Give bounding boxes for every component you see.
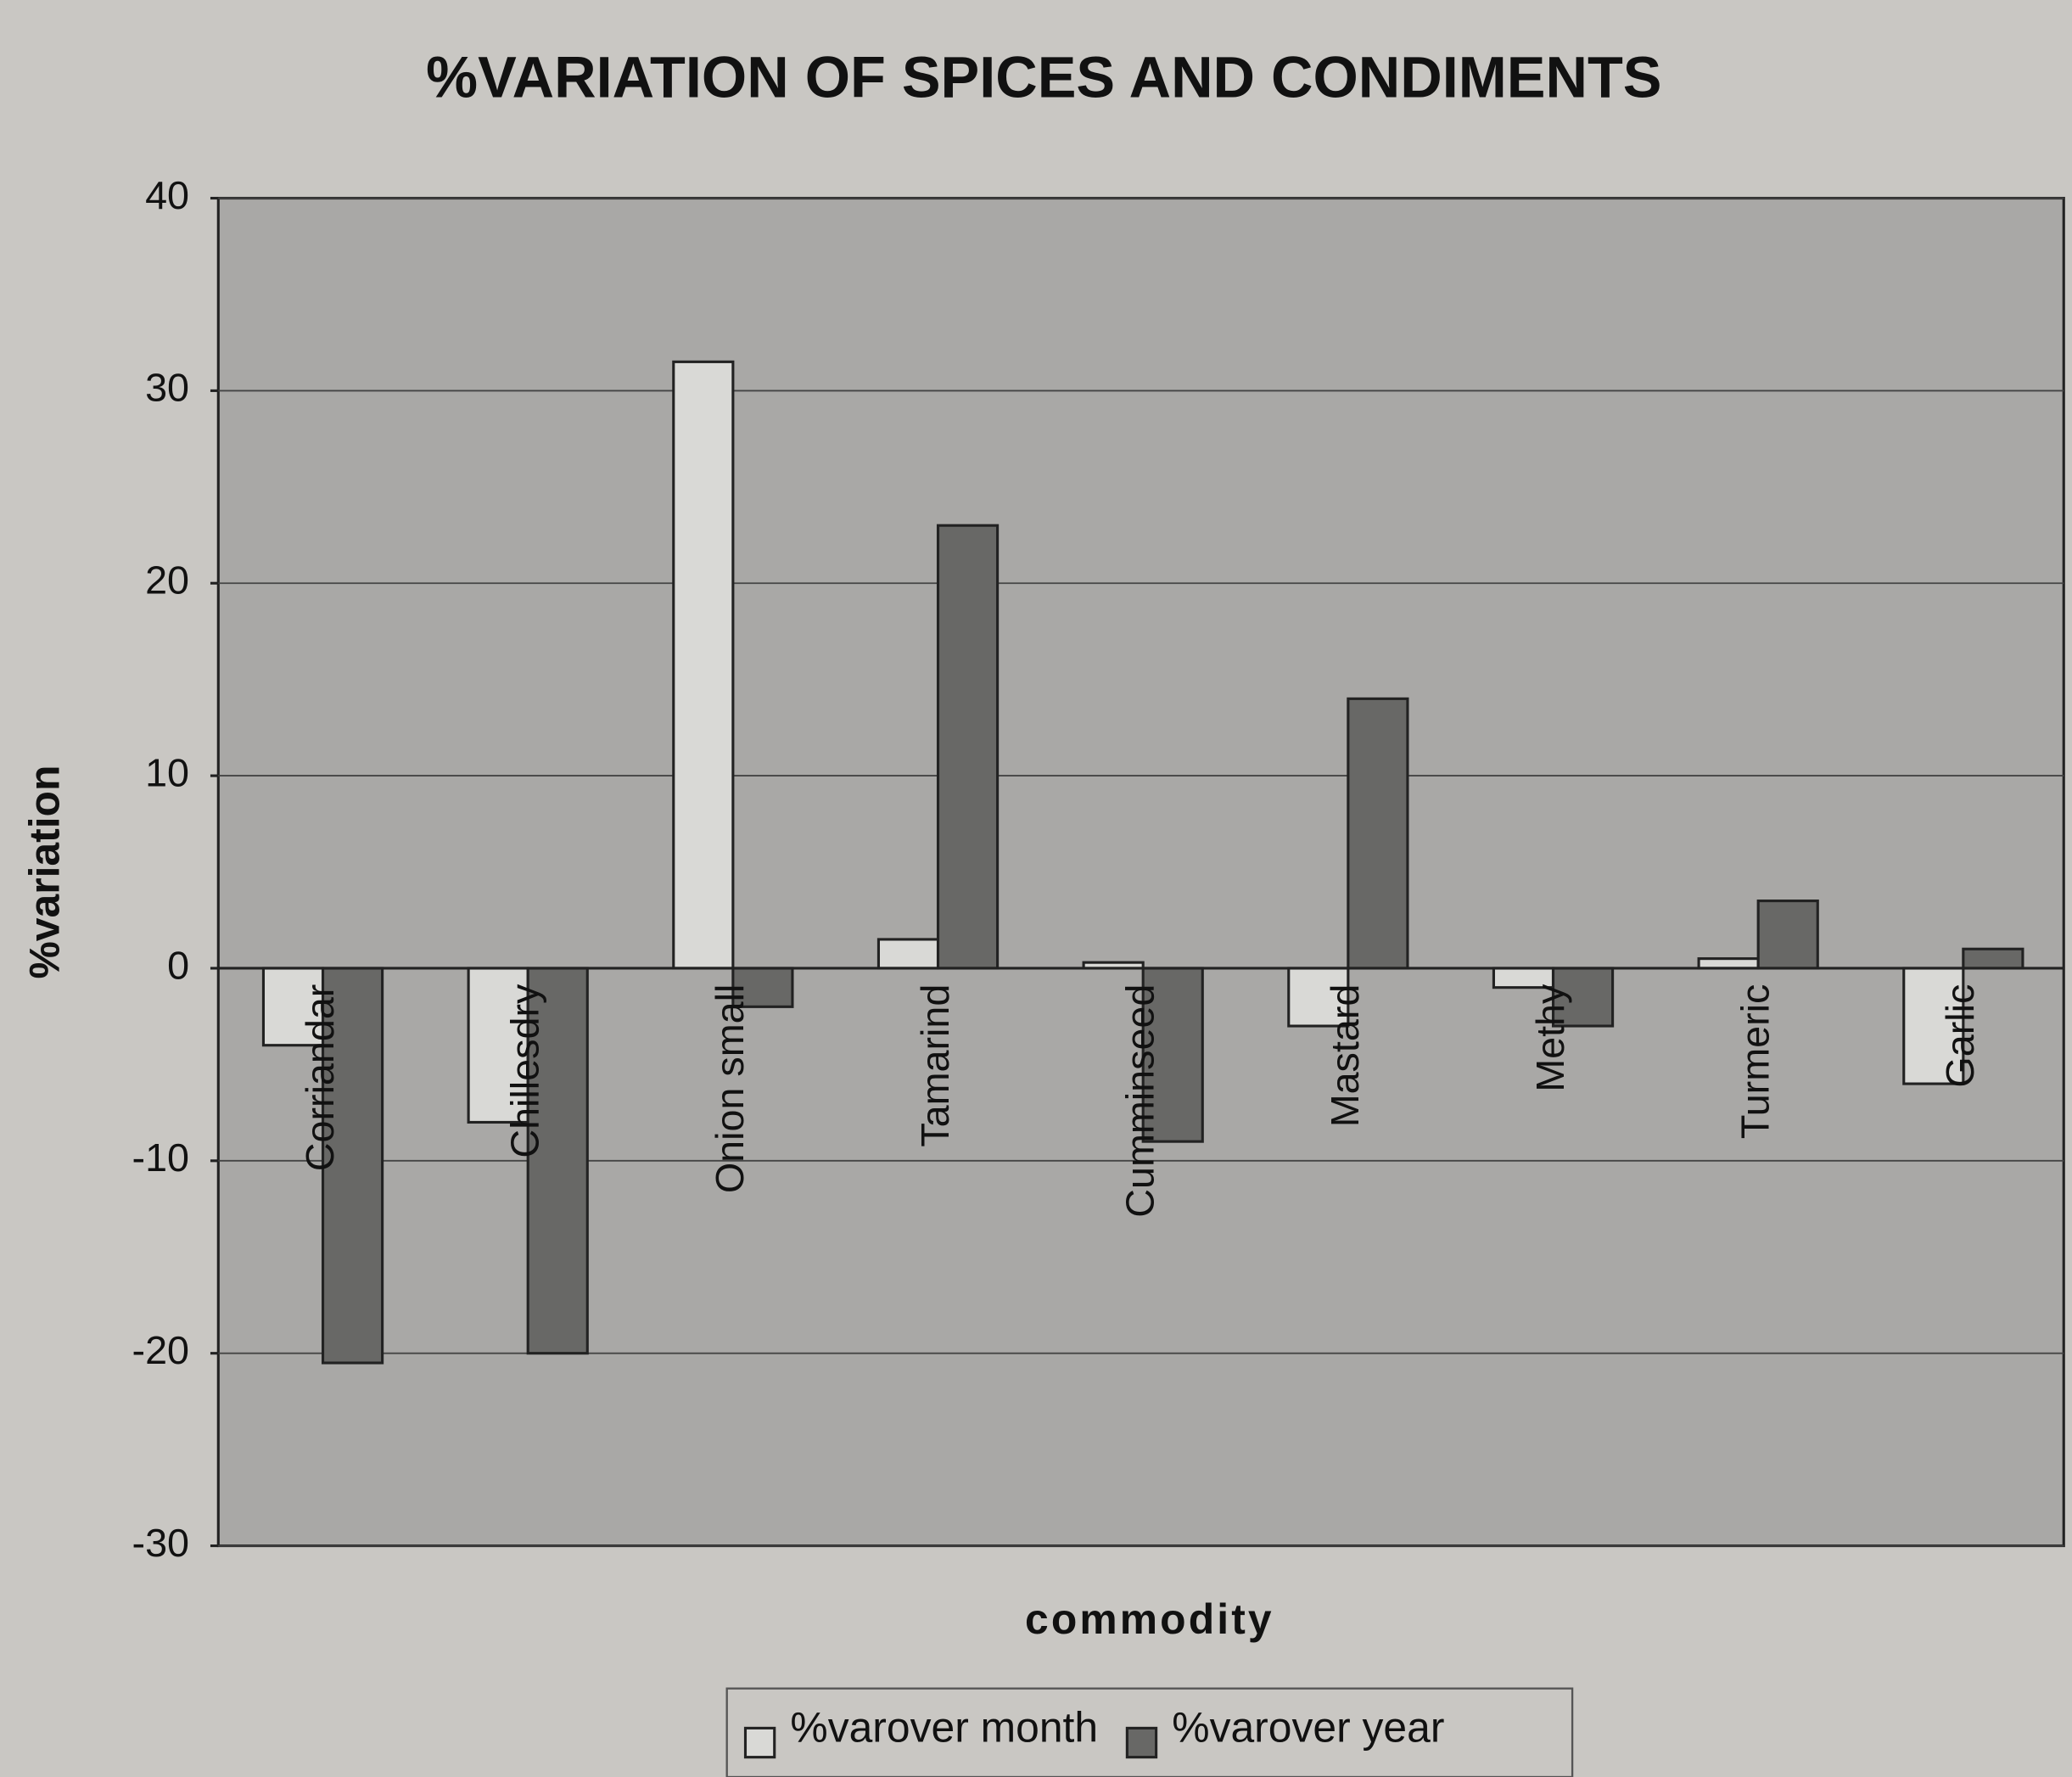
bar (1551, 967, 1615, 1028)
x-tick-label: Mastard (1323, 984, 1367, 1128)
bar (1697, 957, 1760, 970)
bar (467, 967, 529, 1124)
y-tick-label: 10 (145, 750, 189, 794)
bar (936, 524, 1000, 970)
x-tick-label: Onion small (708, 984, 752, 1194)
x-tick-label: Cumminseed (1118, 984, 1162, 1218)
y-tick-label: 0 (167, 943, 189, 987)
y-tick-label: -30 (132, 1521, 189, 1565)
plot-area (216, 196, 2065, 1548)
bar (876, 938, 940, 970)
bar (1902, 967, 1965, 1085)
bar (261, 967, 325, 1047)
legend-label: %varover year (1172, 1704, 1444, 1752)
bar (1756, 900, 1819, 970)
bar (672, 360, 735, 970)
legend-swatch (743, 1726, 776, 1759)
x-tick-label: Garlic (1938, 984, 1982, 1088)
chart-title: %VARIATION OF SPICES AND CONDIMENTS (426, 45, 1661, 110)
x-tick-label: Corriandar (298, 984, 342, 1172)
x-tick-label: Methy (1528, 984, 1572, 1092)
legend-label: %varover month (790, 1704, 1098, 1752)
x-tick-label: Tamarind (913, 984, 957, 1147)
y-axis-label: %variation (21, 765, 69, 979)
y-tick-label: -20 (132, 1328, 189, 1372)
x-axis-label: commodity (1025, 1595, 1274, 1643)
y-tick-label: 30 (145, 366, 189, 410)
x-tick-label: Chillesdry (503, 984, 547, 1158)
bar (1347, 697, 1409, 970)
x-tick-label: Turmeric (1733, 984, 1778, 1139)
y-tick-label: -10 (132, 1135, 189, 1180)
legend-swatch (1125, 1726, 1158, 1759)
legend-box (725, 1687, 1574, 1777)
y-tick-label: 40 (145, 173, 189, 217)
y-tick-label: 20 (145, 558, 189, 603)
bar (526, 967, 589, 1355)
bar (1287, 967, 1350, 1028)
bar (1141, 967, 1204, 1143)
bar (1962, 947, 2024, 970)
